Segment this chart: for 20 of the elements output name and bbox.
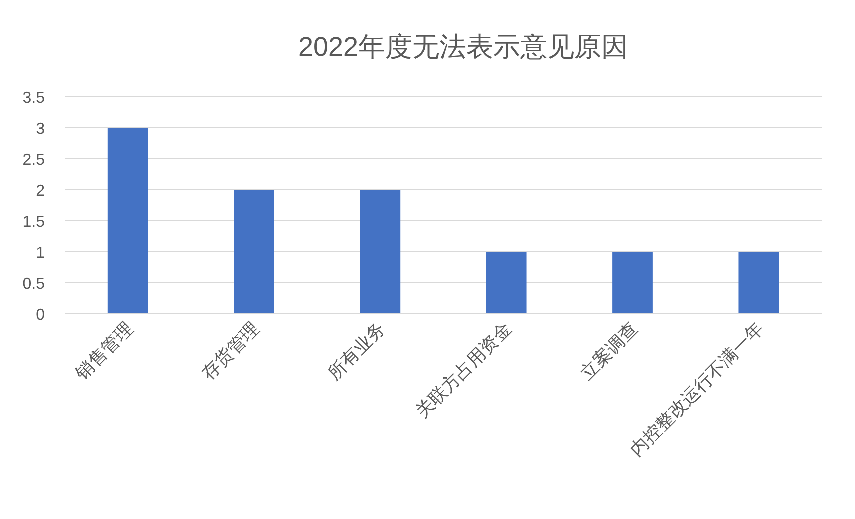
- y-tick-label: 3.5: [22, 90, 46, 107]
- y-tick-label: 1: [36, 245, 46, 262]
- y-tick-label: 2.5: [22, 152, 46, 169]
- y-tick-label: 0: [36, 307, 46, 324]
- bar: [360, 190, 401, 314]
- y-tick-label: 2: [36, 183, 46, 200]
- bar: [738, 252, 780, 314]
- bar: [612, 252, 653, 314]
- y-tick-label: 1.5: [22, 214, 46, 231]
- x-tick-label: 关联方占用资金: [412, 318, 516, 422]
- bar: [108, 128, 148, 314]
- x-tick-label: 存货管理: [198, 318, 264, 384]
- x-tick-label: 所有业务: [324, 318, 390, 384]
- chart-title: 2022年度无法表示意见原因: [298, 32, 629, 62]
- bar: [486, 252, 527, 314]
- y-tick-label: 3: [36, 121, 46, 138]
- x-tick-label: 立案调查: [576, 318, 642, 384]
- x-tick-label: 销售管理: [71, 318, 137, 384]
- y-tick-label: 0.5: [22, 276, 46, 293]
- bar: [234, 190, 274, 314]
